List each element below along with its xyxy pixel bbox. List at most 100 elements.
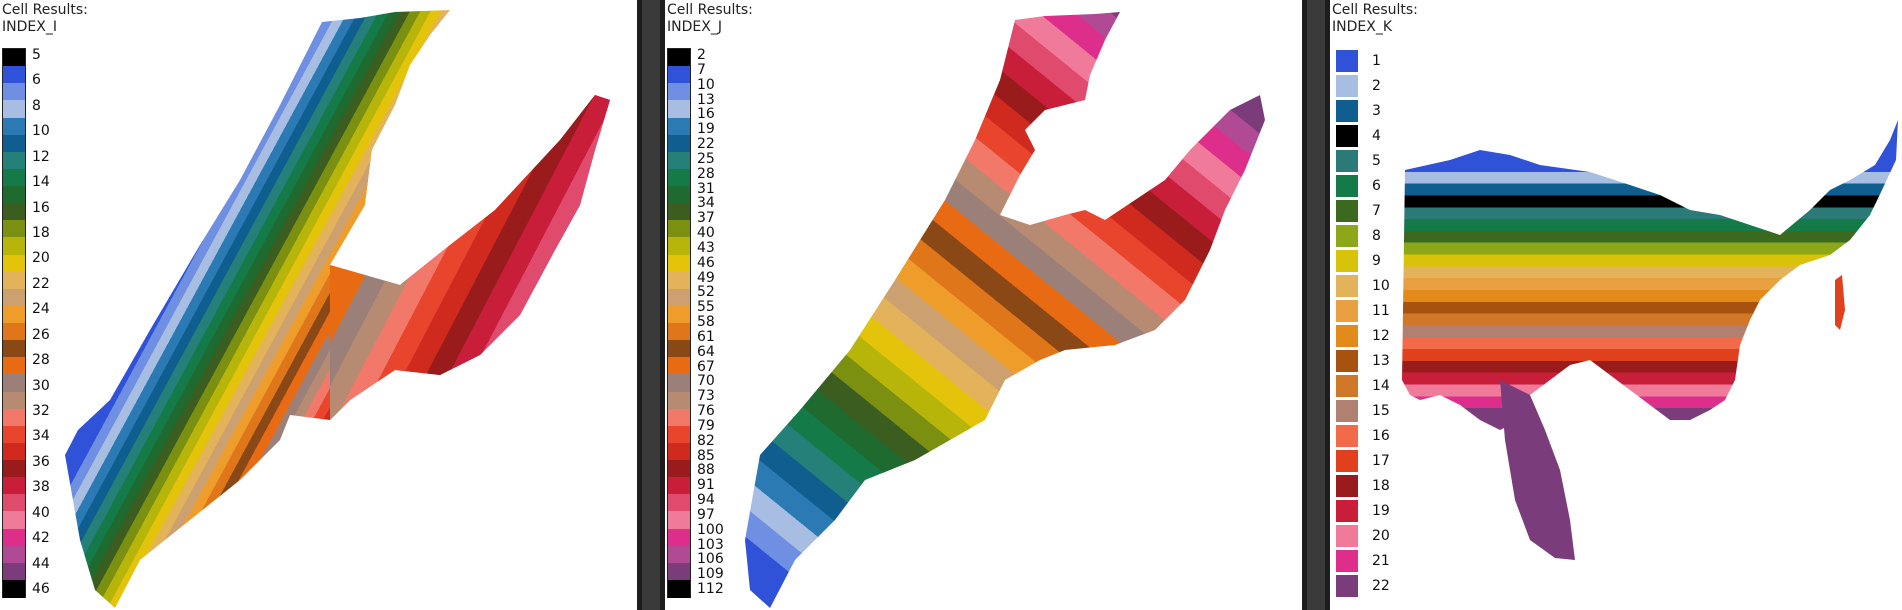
legend-color-step xyxy=(3,288,25,307)
legend-title: Cell Results: INDEX_J xyxy=(667,2,753,35)
legend-label: 7 xyxy=(1372,203,1381,219)
legend-swatch xyxy=(1336,550,1358,572)
legend-tick-label: 73 xyxy=(697,388,715,405)
legend-color-step xyxy=(668,494,690,512)
legend-tick-label: 40 xyxy=(697,225,715,241)
legend-swatch xyxy=(1336,75,1358,97)
legend-color-step xyxy=(3,151,25,170)
legend-color-step xyxy=(3,579,25,598)
legend-color-step xyxy=(3,254,25,273)
legend-tick-label: 31 xyxy=(697,180,715,197)
viewport-index-k[interactable]: Cell Results: INDEX_K 1 2 3 4 5 6 7 8 9 10 11 12 13 1… xyxy=(1330,0,1902,610)
legend-label: 18 xyxy=(1372,478,1390,494)
legend-tick-label: 46 xyxy=(32,581,50,597)
legend-color-step xyxy=(668,511,690,529)
legend-color-step xyxy=(3,511,25,529)
view-splitter[interactable] xyxy=(1302,0,1330,610)
legend-color-step xyxy=(3,545,25,564)
legend-color-step xyxy=(668,83,690,101)
legend-color-step xyxy=(668,220,690,238)
legend-color-step xyxy=(668,579,690,598)
color-legend-bar xyxy=(667,48,691,598)
viewport-index-j[interactable]: Cell Results: INDEX_J 2 7 10 13 16 19 22 25 28 31… xyxy=(665,0,1302,610)
legend-label: 15 xyxy=(1372,403,1390,419)
legend-tick-label: 16 xyxy=(32,199,50,216)
legend-tick-label: 13 xyxy=(697,91,715,108)
legend-label: 17 xyxy=(1372,453,1390,469)
legend-label: 6 xyxy=(1372,178,1381,194)
legend-tick-label: 10 xyxy=(32,123,50,140)
legend-label: 11 xyxy=(1372,303,1390,319)
legend-color-step xyxy=(3,134,25,153)
viewport-index-i[interactable]: Cell Results: INDEX_I 5 6 8 10 12 14 16 18 20 22 2… xyxy=(0,0,637,610)
legend-color-step xyxy=(3,237,25,255)
legend-tick-label: 37 xyxy=(697,210,715,227)
legend-tick-label: 34 xyxy=(32,428,50,445)
legend-tick-label: 43 xyxy=(697,239,715,256)
legend-tick-label: 94 xyxy=(697,492,715,508)
grid-render-index-i[interactable] xyxy=(0,0,637,610)
legend-color-step xyxy=(668,134,690,153)
legend-tick-label: 25 xyxy=(697,150,715,167)
legend-color-step xyxy=(3,323,25,341)
legend-swatch xyxy=(1336,325,1358,347)
legend-color-step xyxy=(3,271,25,290)
legend-tick-label: 100 xyxy=(697,521,724,538)
legend-color-step xyxy=(3,562,25,581)
legend-swatch xyxy=(1336,300,1358,322)
legend-color-step xyxy=(668,271,690,290)
grid-render-index-j[interactable] xyxy=(665,0,1302,610)
legend-swatch xyxy=(1336,150,1358,172)
legend-tick-label: 38 xyxy=(32,479,50,496)
legend-color-step xyxy=(668,545,690,564)
legend-label: 5 xyxy=(1372,153,1381,169)
legend-label: 9 xyxy=(1372,253,1381,269)
legend-color-step xyxy=(668,66,690,84)
legend-tick-label: 46 xyxy=(697,254,715,271)
legend-label: 2 xyxy=(1372,78,1381,94)
legend-color-step xyxy=(668,460,690,478)
legend-tick-label: 12 xyxy=(32,148,50,165)
legend-swatch xyxy=(1336,575,1358,597)
legend-tick-label: 64 xyxy=(697,343,715,360)
legend-swatch xyxy=(1336,400,1358,422)
legend-color-step xyxy=(668,425,690,444)
legend-tick-label: 14 xyxy=(32,174,50,191)
legend-tick-label: 18 xyxy=(32,225,50,241)
legend-swatch xyxy=(1336,100,1358,122)
legend-tick-label: 58 xyxy=(697,314,715,330)
legend-tick-label: 32 xyxy=(32,403,50,419)
legend-tick-label: 10 xyxy=(697,76,715,93)
view-splitter[interactable] xyxy=(637,0,665,610)
legend-tick-label: 85 xyxy=(697,447,715,464)
legend-tick-label: 106 xyxy=(697,551,724,568)
legend-tick-label: 42 xyxy=(32,530,50,547)
grid-render-index-k[interactable] xyxy=(1330,0,1902,610)
reservoir-tail xyxy=(1500,380,1575,560)
legend-tick-label: 61 xyxy=(697,328,715,345)
legend-label: 3 xyxy=(1372,103,1381,119)
legend-tick-label: 22 xyxy=(32,275,50,292)
reservoir-stack xyxy=(1402,120,1898,430)
legend-color-step xyxy=(3,340,25,358)
legend-tick-label: 5 xyxy=(32,47,41,63)
legend-tick-label: 70 xyxy=(697,373,715,390)
legend-tick-label: 55 xyxy=(697,299,715,316)
legend-swatch xyxy=(1336,250,1358,272)
legend-label: 16 xyxy=(1372,428,1390,444)
legend-label: 12 xyxy=(1372,328,1390,344)
grid-gap xyxy=(365,95,430,240)
legend-tick-label: 16 xyxy=(697,106,715,123)
legend-swatch xyxy=(1336,525,1358,547)
legend-color-step xyxy=(3,83,25,101)
legend-color-step xyxy=(3,49,25,67)
legend-swatch xyxy=(1336,225,1358,247)
legend-color-step xyxy=(3,528,25,547)
legend-title: Cell Results: INDEX_K xyxy=(1332,2,1418,35)
legend-color-step xyxy=(3,117,25,136)
legend-color-step xyxy=(668,357,690,375)
legend-tick-label: 24 xyxy=(32,301,50,318)
legend-label: 8 xyxy=(1372,228,1381,244)
legend-swatch xyxy=(1336,500,1358,522)
legend-swatch xyxy=(1336,275,1358,297)
